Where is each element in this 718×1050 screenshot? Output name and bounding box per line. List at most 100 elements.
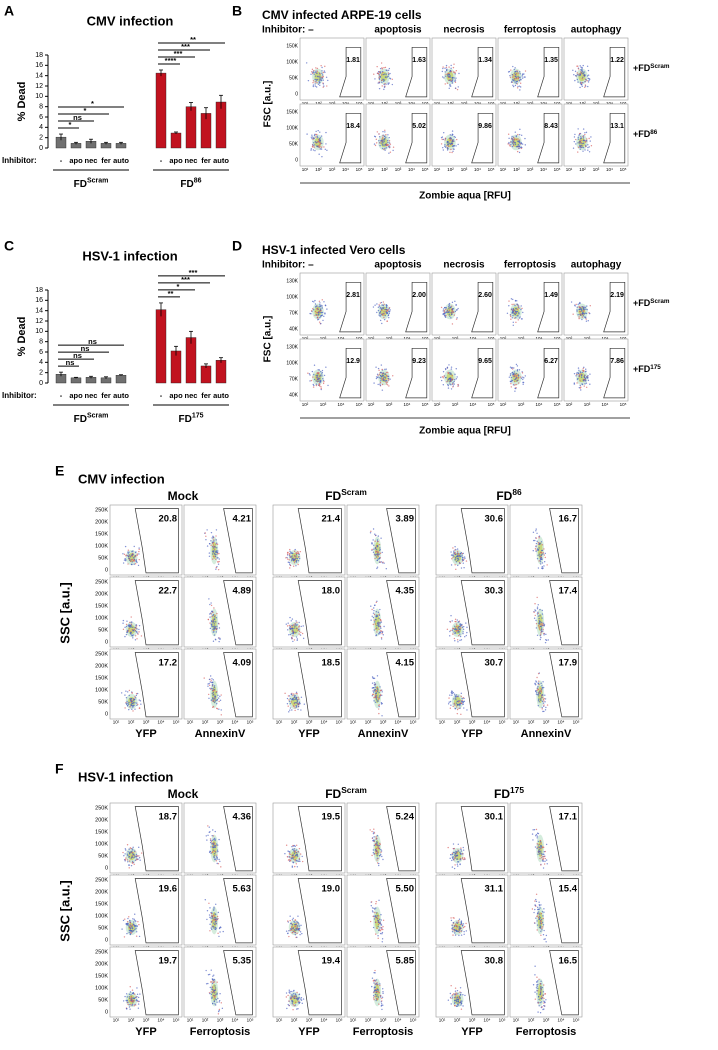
x-tick-label: 10⁵: [573, 720, 580, 725]
event-dot: [293, 696, 296, 698]
event-dot: [584, 383, 586, 385]
x-tick-label: 10⁴: [321, 720, 328, 725]
event-dot: [460, 930, 462, 933]
event-dot: [210, 991, 213, 993]
event-dot: [507, 133, 510, 135]
event-dot: [210, 531, 213, 534]
event-dot: [459, 994, 462, 996]
event-dot: [136, 987, 138, 989]
event-dot: [287, 1003, 289, 1006]
event-dot: [375, 690, 377, 692]
event-dot: [126, 700, 128, 703]
x-tick-label: 10⁵: [499, 1018, 506, 1023]
event-dot: [459, 1001, 462, 1004]
category-label: auto: [113, 391, 129, 400]
event-dot: [372, 852, 375, 854]
event-dot: [382, 71, 384, 74]
event-dot: [537, 906, 539, 909]
event-dot: [122, 628, 125, 631]
event-dot: [377, 556, 379, 558]
event-dot: [289, 853, 291, 856]
gate-value: 4.36: [233, 812, 252, 823]
event-dot: [582, 71, 584, 73]
event-dot: [294, 860, 296, 862]
event-dot: [462, 925, 464, 927]
event-dot: [293, 705, 295, 708]
gate: [405, 347, 428, 399]
event-dot: [218, 552, 220, 555]
event-dot: [380, 627, 382, 629]
event-dot: [210, 912, 213, 915]
event-dot: [387, 146, 390, 148]
event-dot: [286, 1007, 288, 1010]
event-dot: [294, 695, 296, 697]
event-dot: [381, 68, 384, 70]
event-dot: [577, 65, 579, 67]
event-dot: [451, 558, 453, 560]
gate: [297, 878, 342, 944]
event-dot: [538, 622, 540, 624]
event-dot: [286, 556, 288, 559]
event-dot: [125, 690, 127, 692]
event-dot: [209, 688, 212, 690]
bar: [200, 365, 212, 384]
event-dot: [542, 694, 544, 696]
event-dot: [519, 86, 522, 88]
event-dot: [293, 554, 296, 557]
gate-value: 16.5: [559, 956, 578, 967]
event-dot: [445, 311, 448, 313]
x-tick-label: 10³: [584, 336, 591, 341]
event-dot: [382, 135, 384, 137]
event-dot: [311, 137, 313, 140]
event-dot: [445, 307, 448, 309]
event-dot: [458, 554, 460, 556]
gate-value: 30.1: [485, 812, 504, 823]
event-dot: [382, 379, 384, 381]
event-dot: [451, 866, 454, 868]
event-dot: [456, 619, 458, 621]
event-dot: [382, 372, 385, 375]
event-dot: [218, 858, 220, 861]
event-dot: [294, 929, 297, 932]
event-dot: [450, 143, 453, 145]
event-dot: [544, 1001, 546, 1004]
event-dot: [542, 917, 544, 920]
event-dot: [290, 858, 292, 860]
event-dot: [323, 380, 325, 383]
event-dot: [377, 376, 379, 378]
event-dot: [132, 992, 135, 994]
label-base: +FD: [633, 129, 651, 139]
y-tick-label: 0: [295, 91, 298, 97]
event-dot: [316, 305, 318, 307]
event-dot: [122, 553, 124, 555]
event-dot: [457, 383, 459, 386]
event-dot: [514, 81, 516, 83]
event-dot: [376, 695, 378, 697]
event-dot: [288, 711, 290, 713]
event-dot: [536, 920, 538, 922]
event-dot: [380, 375, 383, 378]
event-dot: [130, 857, 132, 859]
event-dot: [377, 920, 380, 922]
event-dot: [375, 366, 377, 368]
event-dot: [459, 702, 461, 705]
event-dot: [313, 73, 315, 75]
event-dot: [378, 862, 380, 865]
event-dot: [522, 381, 524, 384]
event-dot: [543, 908, 545, 910]
event-dot: [372, 849, 375, 851]
event-dot: [457, 998, 459, 1001]
event-dot: [215, 922, 218, 925]
event-dot: [453, 77, 455, 79]
event-dot: [377, 633, 380, 635]
event-dot: [537, 693, 540, 696]
event-dot: [547, 639, 549, 641]
event-dot: [289, 563, 291, 566]
event-dot: [379, 67, 382, 70]
event-dot: [313, 309, 315, 311]
event-dot: [312, 144, 314, 146]
event-dot: [544, 641, 547, 644]
event-dot: [579, 71, 582, 73]
event-dot: [540, 850, 542, 852]
event-dot: [135, 1004, 137, 1006]
